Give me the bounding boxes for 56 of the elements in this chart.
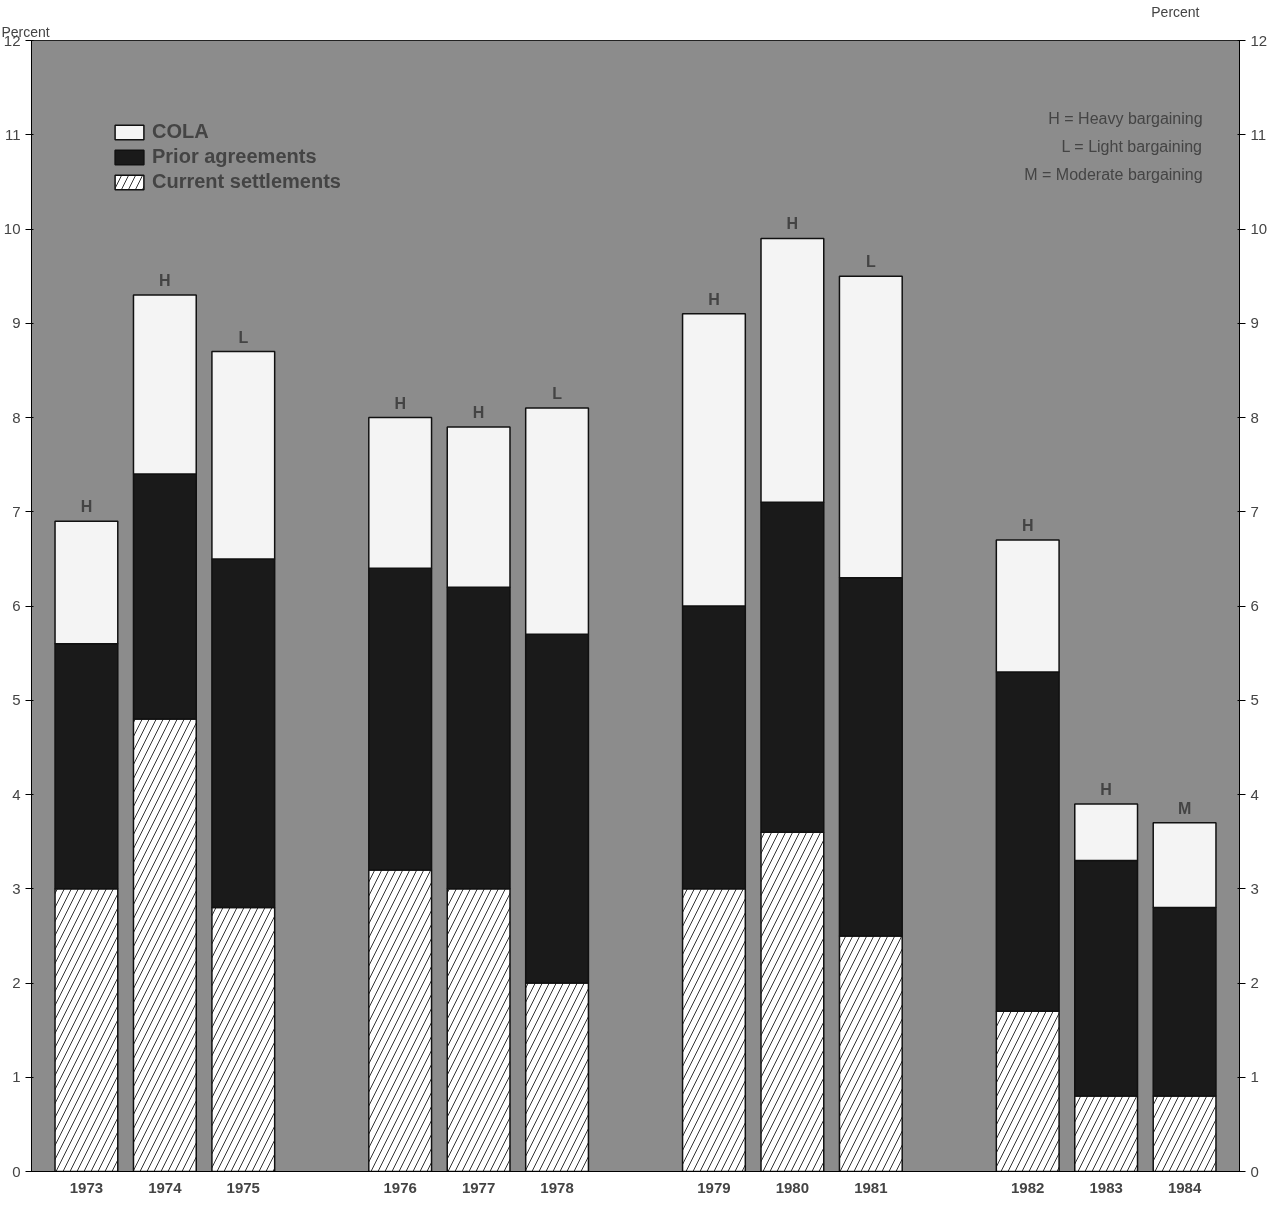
y-tick-label: 2 xyxy=(12,974,21,991)
y2-tick-label: 1 xyxy=(1250,1068,1259,1086)
y-tick-label: 10 xyxy=(3,220,21,237)
x-tick-label: 1976 xyxy=(383,1178,417,1196)
annotation: L xyxy=(865,253,876,271)
y2-tick-label: 10 xyxy=(1250,220,1268,237)
y-tick-label: 3 xyxy=(12,879,21,897)
y2-tick-label: 7 xyxy=(1250,502,1259,520)
annotation: H xyxy=(708,290,720,308)
y2-tick-label: 3 xyxy=(1250,879,1259,897)
y2-tick-label: 8 xyxy=(1250,408,1259,426)
y2-tick-label: 6 xyxy=(1250,597,1259,614)
y2-tick-label: 12 xyxy=(1250,31,1268,49)
y2-axis-title: Percent xyxy=(1151,3,1200,20)
y-tick-label: 6 xyxy=(12,597,21,614)
annotation: H xyxy=(1021,517,1034,535)
annotation: H xyxy=(786,215,799,233)
y2-tick-label: 11 xyxy=(1250,125,1267,143)
y2-tick-label: 0 xyxy=(1250,1162,1259,1180)
y-tick-label: 11 xyxy=(4,125,21,143)
x-tick-label: 1975 xyxy=(226,1178,260,1196)
y-tick-label: 7 xyxy=(12,502,21,520)
annotation: M = Moderate bargaining xyxy=(1024,165,1203,183)
x-tick-label: 1982 xyxy=(1011,1178,1045,1196)
x-tick-label: 1974 xyxy=(148,1178,183,1196)
x-tick-label: 1981 xyxy=(854,1178,888,1196)
y-tick-label: 5 xyxy=(12,691,21,709)
x-tick-label: 1984 xyxy=(1167,1178,1202,1196)
y2-tick-label: 9 xyxy=(1250,314,1259,332)
annotation: L xyxy=(552,385,563,403)
x-tick-label: 1973 xyxy=(69,1178,104,1196)
y-tick-label: 8 xyxy=(12,408,21,426)
annotation: L = Light bargaining xyxy=(1061,137,1203,155)
annotation: H xyxy=(80,498,93,516)
annotation: H xyxy=(394,394,406,412)
y-tick-label: 9 xyxy=(12,314,21,332)
legend-label: COLA xyxy=(152,120,209,143)
annotation: H = Heavy bargaining xyxy=(1048,109,1203,127)
annotation: H xyxy=(159,271,171,289)
annotation: H xyxy=(472,403,485,421)
y2-tick-label: 4 xyxy=(1250,785,1259,803)
legend-label: Prior agreements xyxy=(152,145,317,168)
annotation: H xyxy=(1100,780,1112,798)
y2-tick-label: 5 xyxy=(1250,691,1259,709)
annotation: L xyxy=(238,328,249,346)
y-tick-label: 4 xyxy=(12,785,21,803)
x-tick-label: 1978 xyxy=(540,1178,574,1196)
x-tick-label: 1979 xyxy=(697,1178,731,1196)
x-tick-label: 1977 xyxy=(461,1178,496,1196)
x-tick-label: 1983 xyxy=(1089,1178,1123,1196)
x-tick-label: 1980 xyxy=(775,1178,810,1196)
y2-tick-label: 2 xyxy=(1250,974,1259,991)
legend-label: Current settlements xyxy=(152,170,341,193)
y-tick-label: 0 xyxy=(12,1162,21,1180)
annotation: M xyxy=(1177,799,1192,817)
y-tick-label: 1 xyxy=(12,1068,21,1086)
